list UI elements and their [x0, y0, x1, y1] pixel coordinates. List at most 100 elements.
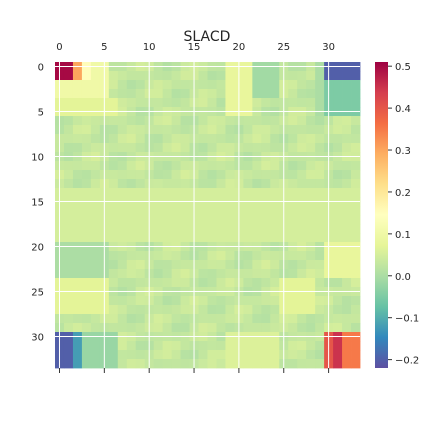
heatmap-cell — [72, 314, 83, 324]
heatmap-cell — [351, 341, 361, 351]
heatmap-cell — [306, 224, 316, 234]
heatmap-cell — [297, 215, 307, 225]
heatmap-cell — [261, 251, 271, 261]
heatmap-cell — [135, 305, 146, 315]
heatmap-cell — [243, 134, 253, 144]
heatmap-cell — [351, 179, 361, 189]
heatmap-cell — [198, 206, 208, 216]
heatmap-cell — [306, 350, 316, 360]
heatmap-cell — [225, 296, 235, 306]
heatmap-cell — [108, 350, 119, 360]
heatmap-cell — [135, 161, 146, 171]
heatmap-cell — [315, 188, 325, 198]
heatmap-cell — [207, 224, 217, 234]
heatmap-cell — [297, 143, 307, 153]
heatmap-cell — [117, 71, 128, 81]
heatmap-cell — [180, 71, 190, 81]
heatmap-cell — [63, 170, 74, 180]
y-tick-label: 30 — [31, 333, 44, 344]
heatmap-cell — [126, 188, 137, 198]
heatmap-cell — [333, 251, 343, 261]
heatmap-cell — [162, 80, 173, 90]
heatmap-cell — [198, 161, 208, 171]
heatmap-cell — [252, 125, 262, 135]
heatmap-cell — [351, 350, 361, 360]
heatmap-cell — [342, 134, 352, 144]
heatmap-cell — [81, 125, 92, 135]
heatmap-cell — [153, 188, 164, 198]
heatmap-cell — [162, 233, 173, 243]
heatmap-cell — [90, 206, 101, 216]
heatmap-cell — [342, 305, 352, 315]
heatmap-cell — [333, 71, 343, 81]
heatmap-cell — [297, 179, 307, 189]
heatmap-cell — [153, 206, 164, 216]
heatmap-cell — [171, 89, 181, 99]
heatmap-cell — [351, 359, 361, 369]
heatmap-cell — [72, 116, 83, 126]
heatmap-cell — [261, 71, 271, 81]
heatmap-cell — [333, 116, 343, 126]
heatmap-cell — [81, 224, 92, 234]
heatmap-cell — [126, 278, 137, 288]
heatmap-cell — [342, 296, 352, 306]
heatmap-cell — [243, 296, 253, 306]
heatmap-cell — [315, 134, 325, 144]
heatmap-cell — [306, 71, 316, 81]
heatmap-cell — [162, 251, 173, 261]
heatmap-cell — [225, 71, 235, 81]
heatmap-cell — [216, 125, 226, 135]
heatmap-cell — [342, 359, 352, 369]
heatmap-cell — [225, 314, 235, 324]
heatmap-cell — [270, 323, 280, 333]
heatmap-cell — [225, 341, 235, 351]
heatmap-cell — [81, 188, 92, 198]
heatmap-cell — [225, 350, 235, 360]
heatmap-cell — [63, 125, 74, 135]
heatmap-cell — [135, 125, 146, 135]
heatmap-cell — [117, 143, 128, 153]
heatmap-cell — [252, 134, 262, 144]
heatmap-cell — [81, 350, 92, 360]
heatmap-cell — [171, 341, 181, 351]
heatmap-cell — [333, 134, 343, 144]
heatmap-cell — [306, 89, 316, 99]
heatmap-cell — [288, 116, 298, 126]
heatmap-cell — [153, 80, 164, 90]
colorbar-tick-label: −0.1 — [395, 314, 419, 325]
heatmap-cell — [315, 179, 325, 189]
heatmap-cell — [198, 296, 208, 306]
heatmap-cell — [198, 224, 208, 234]
heatmap-cell — [261, 116, 271, 126]
heatmap-cell — [63, 80, 74, 90]
heatmap-cell — [225, 215, 235, 225]
heatmap-cell — [63, 134, 74, 144]
heatmap-cell — [342, 314, 352, 324]
chart-title: SLACD — [184, 29, 231, 45]
heatmap-cell — [198, 215, 208, 225]
heatmap-cell — [108, 260, 119, 270]
heatmap-cell — [90, 359, 101, 369]
heatmap-cell — [108, 143, 119, 153]
heatmap-cell — [216, 143, 226, 153]
heatmap-cell — [63, 314, 74, 324]
heatmap-cell — [270, 125, 280, 135]
heatmap-cell — [117, 224, 128, 234]
heatmap-cell — [162, 323, 173, 333]
heatmap-cell — [342, 170, 352, 180]
heatmap-cell — [333, 314, 343, 324]
heatmap-cell — [198, 260, 208, 270]
heatmap-cell — [297, 305, 307, 315]
heatmap-cell — [126, 269, 137, 279]
heatmap-cell — [126, 71, 137, 81]
heatmap-cell — [162, 305, 173, 315]
heatmap-cell — [162, 341, 173, 351]
heatmap-cell — [162, 134, 173, 144]
heatmap-cell — [162, 89, 173, 99]
heatmap-cell — [351, 161, 361, 171]
heatmap-cell — [81, 341, 92, 351]
heatmap-cell — [288, 170, 298, 180]
heatmap-cell — [225, 80, 235, 90]
heatmap-cell — [225, 323, 235, 333]
heatmap-cell — [315, 71, 325, 81]
